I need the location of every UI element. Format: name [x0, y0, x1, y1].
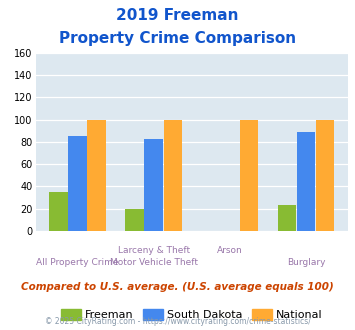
Bar [125, 209, 144, 231]
Bar [87, 119, 105, 231]
Text: Motor Vehicle Theft: Motor Vehicle Theft [110, 258, 198, 267]
Bar [297, 132, 315, 231]
Text: Arson: Arson [217, 246, 243, 255]
Text: All Property Crime: All Property Crime [36, 258, 119, 267]
Text: Compared to U.S. average. (U.S. average equals 100): Compared to U.S. average. (U.S. average … [21, 282, 334, 292]
Bar [240, 119, 258, 231]
Text: Larceny & Theft: Larceny & Theft [118, 246, 190, 255]
Text: Burglary: Burglary [287, 258, 325, 267]
Text: Property Crime Comparison: Property Crime Comparison [59, 31, 296, 46]
Legend: Freeman, South Dakota, National: Freeman, South Dakota, National [56, 304, 327, 325]
Text: 2019 Freeman: 2019 Freeman [116, 8, 239, 23]
Bar [144, 139, 163, 231]
Bar [68, 136, 87, 231]
Text: © 2025 CityRating.com - https://www.cityrating.com/crime-statistics/: © 2025 CityRating.com - https://www.city… [45, 317, 310, 326]
Bar [49, 192, 67, 231]
Bar [164, 119, 182, 231]
Bar [316, 119, 334, 231]
Bar [278, 205, 296, 231]
